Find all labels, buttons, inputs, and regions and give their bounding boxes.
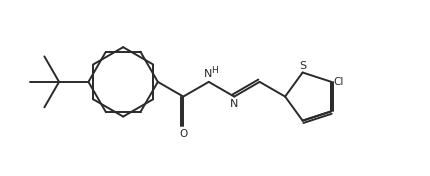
Text: Cl: Cl [333,77,344,87]
Text: N: N [204,69,212,79]
Text: N: N [230,99,238,109]
Text: O: O [179,129,187,139]
Text: S: S [299,61,306,71]
Text: H: H [211,65,218,74]
